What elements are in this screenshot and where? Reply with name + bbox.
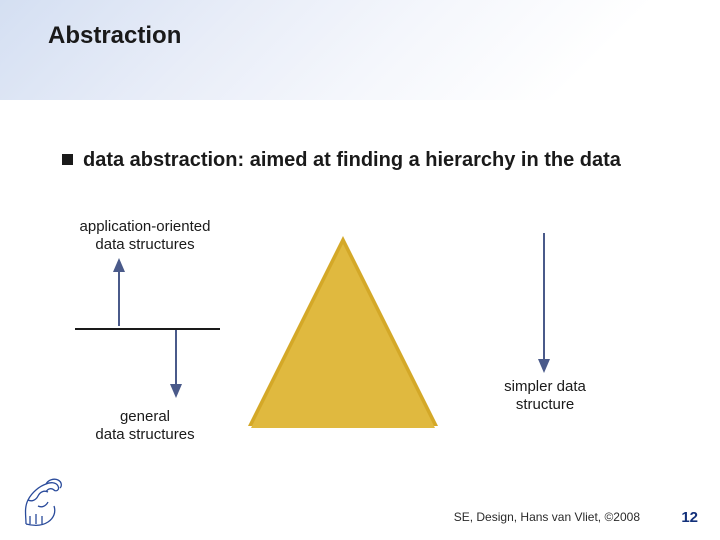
footer-text: SE, Design, Hans van Vliet, ©2008 [454, 510, 640, 524]
bullet-text: data abstraction: aimed at finding a hie… [83, 148, 621, 173]
arrow-down-right [543, 233, 545, 363]
label-general: generaldata structures [60, 408, 230, 444]
griffin-logo-icon [18, 476, 68, 528]
header-gradient [0, 0, 720, 100]
horizontal-divider [75, 328, 220, 330]
arrowhead-down-icon [170, 384, 182, 398]
bullet-marker [62, 154, 73, 165]
label-application-oriented: application-orienteddata structures [60, 218, 230, 254]
arrow-down-left [175, 330, 177, 388]
bullet-item: data abstraction: aimed at finding a hie… [62, 148, 680, 173]
triangle-fill [251, 244, 435, 428]
arrowhead-down-right-icon [538, 359, 550, 373]
page-number: 12 [681, 509, 698, 526]
slide-title: Abstraction [48, 22, 181, 50]
arrowhead-up-icon [113, 258, 125, 272]
arrow-up [118, 268, 120, 326]
label-simpler: simpler datastructure [470, 378, 620, 414]
diagram-region: application-orienteddata structures gene… [0, 218, 720, 468]
